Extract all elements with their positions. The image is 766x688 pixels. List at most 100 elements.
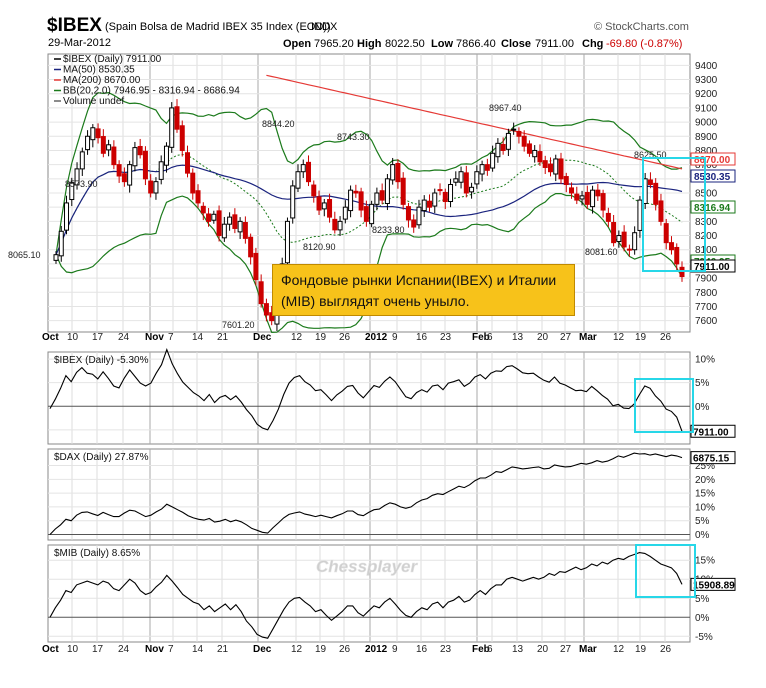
brand-label: © StockCharts.com [594,21,689,33]
x-tick-label: 19 [635,644,647,655]
series-line [49,347,683,432]
candle-body [374,192,380,205]
y-tick-price: 8200 [695,231,718,242]
candle-body [469,186,475,193]
candle-body [111,146,117,166]
candle-body [474,171,480,185]
candle-body [379,190,385,201]
candle-body [395,162,401,183]
last-value-box [690,577,736,591]
x-tick-label: 6 [487,332,493,343]
price-tag-box [690,200,736,214]
candle-body [526,143,532,154]
candle-body [590,189,596,208]
x-tick-label: 13 [512,644,524,655]
chart-symbol: $IBEX [47,15,102,36]
ma200-line [266,74,683,170]
candle-body [653,182,659,205]
price-callout: 8081.60 [585,247,618,257]
candle-body [306,161,312,183]
candle-body [537,151,543,163]
annotation-box: Фондовые рынки Испании(IBEX) и Италии (M… [272,264,575,316]
candle-body [179,125,185,151]
price-tag: 8530.35 [694,172,731,183]
candle-body [242,222,248,239]
x-tick-label: 6 [487,644,493,655]
candle-body [132,147,138,167]
watermark: Chessplayer [316,557,418,576]
x-tick-label: 2012 [365,332,388,343]
candle-body [248,236,254,258]
candle-body [574,193,580,201]
candle-body [426,200,432,208]
close-value: 7911.00 [535,38,574,50]
x-tick-label: Dec [253,332,272,343]
x-tick-label: 27 [560,332,572,343]
x-tick-label: 12 [291,644,303,655]
x-tick-label: 20 [537,332,549,343]
candle-body [169,107,175,148]
candle-body [211,213,217,221]
candle-body [626,248,632,251]
last-value-tag: 6875.15 [693,454,730,465]
x-tick-label: 7 [168,332,174,343]
chg-label: Chg [582,38,603,50]
candle-body [353,190,359,194]
candle-body [153,181,159,194]
x-tick-label: 23 [440,644,452,655]
price-tag-box [690,259,736,273]
x-tick-label: 20 [537,644,549,655]
x-tick-label: Nov [145,644,164,655]
series-line [49,552,683,639]
y-tick-price: 7900 [695,274,718,285]
x-tick-label: 16 [416,644,428,655]
candle-body [505,132,511,150]
candle-body [658,200,664,222]
x-tick-label: 17 [92,644,104,655]
candle-body [547,163,553,173]
candle-body [405,206,411,221]
x-tick-label: 21 [217,332,229,343]
candle-body [516,130,522,137]
candle-body [332,218,338,231]
y-tick-price: 8300 [695,217,718,228]
candle-body [511,128,517,131]
highlight-box-main [642,157,706,272]
candle-body [74,168,80,186]
x-tick-label: 9 [392,332,398,343]
candle-body [121,173,127,183]
candle-body [421,199,427,212]
price-callout: 8573.90 [65,179,98,189]
series-legend: $DAX (Daily) 27.87% [54,452,149,463]
candle-body [221,223,227,239]
last-value-tag: 15908.89 [693,580,735,591]
candle-body [79,151,85,170]
price-tag: 8670.00 [694,155,731,166]
candle-body [158,161,164,180]
candle-body [495,142,501,158]
y-tick-pct: 25% [695,461,715,472]
price-callout: 8120.90 [303,242,336,252]
legend-entry: MA(200) 8670.00 [63,75,141,86]
x-tick-label: 19 [315,644,327,655]
last-value-box [690,451,736,465]
y-tick-pct: -5% [695,632,713,643]
chart-index-name: (Spain Bolsa de Madrid IBEX 35 Index (EO… [105,21,331,33]
candle-body [64,202,70,231]
candle-body [479,164,485,175]
x-tick-label: 23 [440,332,452,343]
y-tick-pct: 10% [695,355,715,366]
candle-body [206,213,212,222]
open-value: 7965.20 [314,38,354,50]
candle-body [584,191,590,205]
series-legend: $IBEX (Daily) -5.30% [54,355,149,366]
low-label: Low [431,38,453,50]
y-tick-price: 8500 [695,189,718,200]
price-tag: 8316.94 [694,203,731,214]
candle-body [458,171,464,183]
candle-body [442,191,448,203]
legend-entry: $IBEX (Daily) 7911.00 [63,54,162,65]
candle-body [311,184,317,197]
candle-body [437,189,443,192]
